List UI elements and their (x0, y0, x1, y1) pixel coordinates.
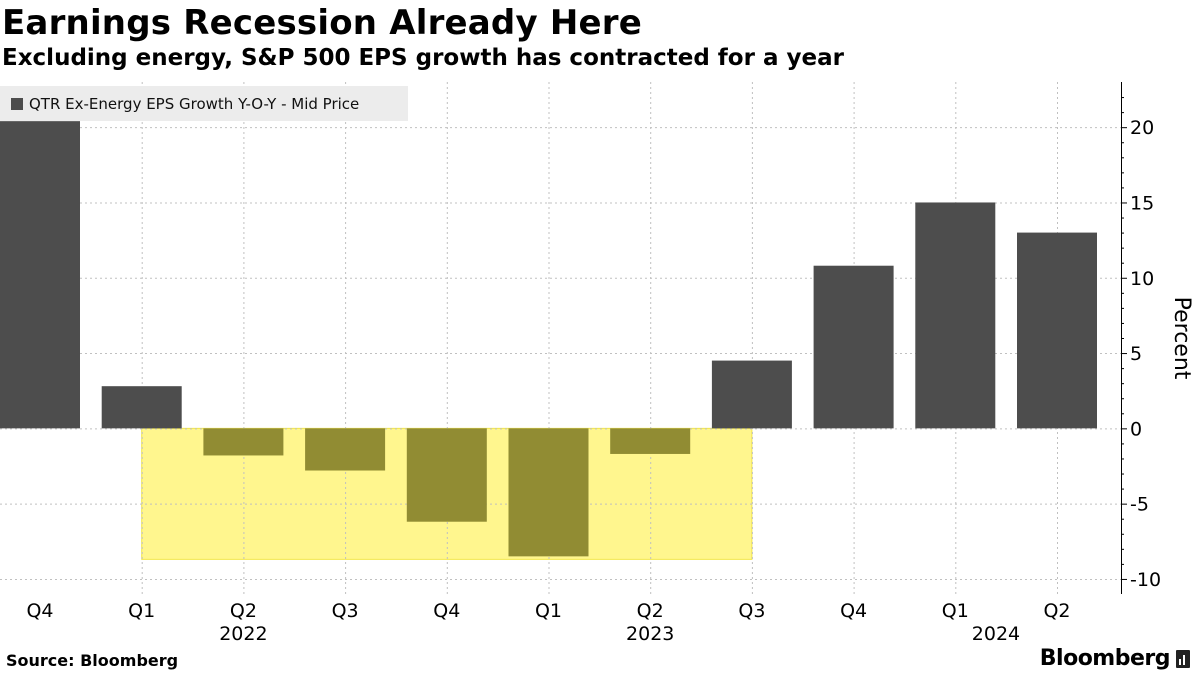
y-tick-label: 5 (1130, 343, 1142, 365)
chart-subtitle: Excluding energy, S&P 500 EPS growth has… (2, 45, 844, 71)
y-tick-label: -5 (1130, 494, 1149, 516)
y-tick-label: 0 (1130, 418, 1142, 440)
x-tick-label: Q2 (1043, 600, 1070, 622)
y-tick-label: 15 (1130, 192, 1154, 214)
legend: QTR Ex-Energy EPS Growth Y-O-Y - Mid Pri… (0, 86, 408, 121)
x-tick-label: Q2 (230, 600, 257, 622)
x-tick-label: Q1 (535, 600, 562, 622)
x-tick-label: Q2 (637, 600, 664, 622)
y-axis-title: Percent (1169, 297, 1194, 380)
bar (813, 265, 894, 429)
x-tick-label: Q3 (738, 600, 765, 622)
legend-swatch (11, 97, 23, 110)
y-tick-label: -10 (1130, 569, 1161, 591)
x-tick-label: Q3 (332, 600, 359, 622)
x-year-label: 2023 (626, 623, 674, 645)
brand-name: Bloomberg (1039, 646, 1171, 671)
x-tick-label: Q4 (433, 600, 460, 622)
bar (0, 121, 80, 429)
bar (203, 428, 284, 456)
x-tick-label: Q4 (26, 600, 53, 622)
x-tick-label: Q4 (840, 600, 867, 622)
bar (1017, 232, 1097, 429)
bar (508, 428, 589, 557)
bloomberg-bars-icon (1176, 649, 1190, 668)
bar (711, 360, 792, 429)
y-tick-label: 20 (1130, 117, 1154, 139)
source-note: Source: Bloomberg (6, 651, 179, 670)
y-tick-label: 10 (1130, 268, 1154, 290)
x-year-label: 2024 (972, 623, 1020, 645)
bar (915, 202, 996, 429)
x-tick-label: Q1 (128, 600, 155, 622)
bar (610, 428, 691, 454)
chart-title: Earnings Recession Already Here (2, 3, 643, 43)
bar (406, 428, 487, 522)
x-tick-label: Q1 (942, 600, 969, 622)
bar (101, 386, 182, 429)
x-year-label: 2022 (219, 623, 267, 645)
legend-label: QTR Ex-Energy EPS Growth Y-O-Y - Mid Pri… (29, 94, 360, 113)
brand-logo: Bloomberg (1040, 646, 1190, 671)
bar (305, 428, 386, 471)
